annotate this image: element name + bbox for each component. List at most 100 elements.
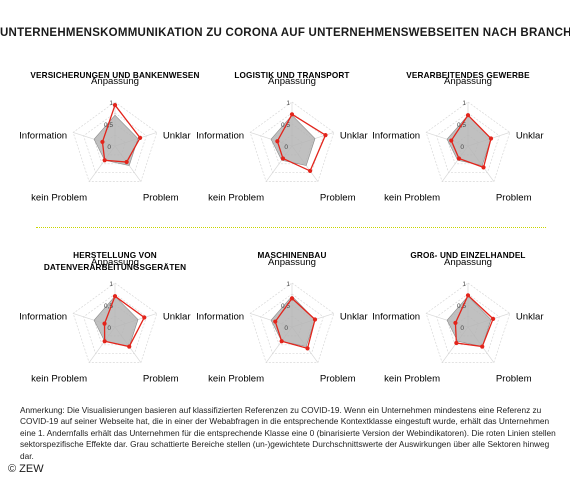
tick-label: 0 [460,144,464,151]
axis-label: Problem [320,374,356,385]
sector-point [480,344,485,349]
axis-label: Information [372,130,420,141]
tick-label: 0 [107,325,111,332]
axis-label: Information [372,311,420,322]
sector-point [488,136,494,141]
average-area [93,114,139,166]
axis-label: Information [19,130,67,141]
axis-label: Unklar [163,311,192,322]
footnote: Anmerkung: Die Visualisierungen basieren… [20,405,556,461]
axis-label: Anpassung [268,257,316,268]
axis-label: kein Problem [31,374,87,385]
radar-chart: HERSTELLUNG VON DATENVERARBEITUNGSGERÄTEN… [19,251,191,385]
axis-label: Anpassung [444,76,492,87]
sector-point [112,102,118,108]
grid-ring [83,112,147,174]
axis-label: kein Problem [384,374,440,385]
sector-point [100,139,105,145]
tick-label: 0 [460,325,464,332]
sector-point [102,158,107,163]
axis-label: kein Problem [384,193,440,204]
sector-point [127,344,132,349]
grid-ring [249,101,335,182]
grid-ring [260,112,324,174]
radar-chart: GROß- UND EINZELHANDEL 0 0,5 1 Anpassung Unkl… [372,251,544,385]
axis-label: Information [196,130,244,141]
chart-title: VERSICHERUNGEN UND BANKENWESEN [30,71,199,80]
sector-point [481,165,486,170]
sector-line [454,294,494,348]
tick-label: 1 [462,100,466,107]
tick-label: 0,5 [457,303,466,310]
axis-label: Problem [143,374,179,385]
sector-point [449,138,454,143]
sector-point [465,113,471,118]
chart-title: LOGISTIK UND TRANSPORT [234,71,349,80]
tick-label: 1 [109,281,113,288]
tick-label: 1 [286,100,290,107]
axis-label: Unklar [516,130,545,141]
axis-label: Problem [143,193,179,204]
axis-label: kein Problem [31,193,87,204]
axis-label: Unklar [340,130,369,141]
tick-label: 1 [462,281,466,288]
chart-title: DATENVERARBEITUNGSGERÄTEN [44,262,186,272]
axis-label: Information [196,311,244,322]
grid-ring [425,101,511,182]
axis-label: Problem [496,374,532,385]
axis-label: Anpassung [91,257,139,268]
sector-line [101,103,141,163]
copyright-text: © ZEW [8,463,44,475]
tick-label: 1 [109,100,113,107]
tick-label: 0,5 [104,303,113,310]
average-area [446,295,492,347]
sector-point [491,316,496,321]
sector-point [273,319,278,324]
chart-title: MASCHINENBAU [257,251,326,260]
axis-label: Problem [320,193,356,204]
sector-line [450,114,492,169]
main-title: UNTERNEHMENSKOMMUNIKATION ZU CORONA AUF … [0,27,570,39]
tick-label: 0 [284,325,288,332]
sector-point [308,168,313,174]
sector-point [102,321,107,326]
radar-chart: VERSICHERUNGEN UND BANKENWESEN00,51Anpas… [19,71,199,204]
average-area [270,295,316,347]
chart-title: VERARBEITENDES GEWERBE [406,71,530,80]
average-area [93,295,139,347]
axis-label: kein Problem [208,374,264,385]
radar-chart: VERARBEITENDES GEWERBE00,51AnpassungUnkl… [372,71,544,204]
grid-ring [260,293,324,355]
sector-line [103,295,146,348]
sector-point [465,293,471,298]
sector-point [112,294,118,299]
sector-point [280,156,286,161]
sector-line [276,113,327,172]
grid-ring [436,112,500,174]
sector-point [453,320,458,326]
sector-point [279,339,284,344]
chart-title: GROß- UND EINZELHANDEL [410,251,525,260]
sector-point [289,112,295,117]
average-area [446,114,492,166]
axis-label: Anpassung [444,257,492,268]
sector-point [312,317,318,322]
sector-point [102,339,107,344]
grid-ring [72,101,158,182]
grid-ring [249,282,335,363]
radar-chart: MASCHINENBAU00,51AnpassungUnklarProblemk… [196,251,368,385]
axis-label: Problem [496,193,532,204]
sector-point [275,139,280,144]
axis-label: Anpassung [91,76,139,87]
axis-label: Anpassung [268,76,316,87]
axis-label: Unklar [340,311,369,322]
sector-point [142,315,147,320]
radar-chart: LOGISTIK UND TRANSPORT00,51AnpassungUnkl… [196,71,368,204]
sector-point [289,296,295,301]
sector-point [323,133,328,138]
radar-charts: VERSICHERUNGEN UND BANKENWESEN 0 0,5 1 Anpas… [19,71,544,385]
axis-label: Unklar [516,311,545,322]
section-divider [36,227,546,228]
grid-ring [425,282,511,363]
sector-point [138,135,143,140]
